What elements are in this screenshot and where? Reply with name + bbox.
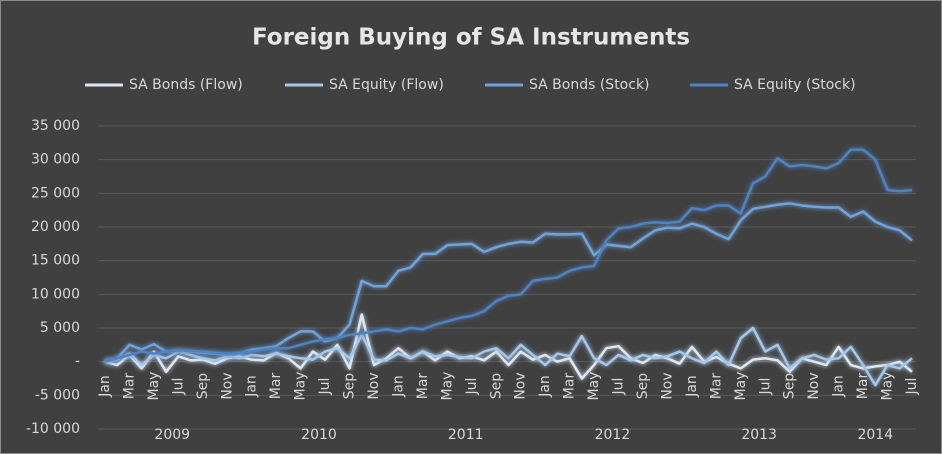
x-tick-label: Jul <box>464 378 480 396</box>
chart-title: Foreign Buying of SA Instruments <box>252 25 690 51</box>
x-tick-label: Sep <box>635 373 651 400</box>
x-tick-label: Jul <box>611 378 627 396</box>
x-tick-label: Jan <box>831 375 847 398</box>
x-tick-label: Nov <box>513 372 529 399</box>
x-tick-label: Mar <box>121 373 137 400</box>
legend-label: SA Bonds (Stock) <box>529 77 650 93</box>
y-tick-label: -5 000 <box>35 387 80 403</box>
x-tick-label: Jul <box>170 378 186 396</box>
x-tick-label: Jul <box>904 378 920 396</box>
y-tick-label: - <box>75 354 80 370</box>
x-tick-label: Jan <box>244 375 260 398</box>
x-tick-label: Mar <box>562 373 578 400</box>
x-tick-label: May <box>439 372 455 401</box>
legend-label: SA Equity (Flow) <box>329 77 444 93</box>
x-tick-label: May <box>880 372 896 401</box>
x-tick-label: Mar <box>268 373 284 400</box>
x-tick-label: Sep <box>782 373 798 400</box>
x-tick-label: Jan <box>97 375 113 398</box>
x-tick-label: Jan <box>537 375 553 398</box>
x-tick-label: May <box>733 372 749 401</box>
x-tick-label: Sep <box>342 373 358 400</box>
y-tick-label: 15 000 <box>31 253 80 269</box>
x-tick-label: Sep <box>488 373 504 400</box>
y-tick-label: 20 000 <box>31 219 80 235</box>
x-tick-label: Jul <box>317 378 333 396</box>
x-tick-label: Mar <box>708 373 724 400</box>
x-group-label: 2010 <box>301 427 337 443</box>
x-tick-label: Jan <box>390 375 406 398</box>
x-tick-label: Mar <box>855 373 871 400</box>
x-group-label: 2012 <box>595 427 631 443</box>
y-tick-label: -10 000 <box>26 421 80 437</box>
x-tick-label: Nov <box>806 372 822 399</box>
y-tick-label: 30 000 <box>31 152 80 168</box>
x-tick-label: May <box>146 372 162 401</box>
x-tick-label: Nov <box>219 372 235 399</box>
series-line <box>104 313 913 380</box>
x-tick-label: Jan <box>684 375 700 398</box>
legend-label: SA Equity (Stock) <box>734 77 856 93</box>
x-group-label: 2011 <box>448 427 484 443</box>
legend-label: SA Bonds (Flow) <box>129 77 243 93</box>
series-line <box>104 148 913 363</box>
x-tick-label: Nov <box>366 372 382 399</box>
y-tick-label: 25 000 <box>31 185 80 201</box>
x-group-label: 2014 <box>857 427 893 443</box>
x-group-label: 2013 <box>741 427 777 443</box>
y-tick-label: 10 000 <box>31 286 80 302</box>
y-tick-label: 5 000 <box>40 320 80 336</box>
x-tick-label: Sep <box>195 373 211 400</box>
y-tick-label: 35 000 <box>31 118 80 134</box>
x-tick-label: Nov <box>659 372 675 399</box>
x-group-label: 2009 <box>154 427 190 443</box>
x-tick-label: Mar <box>415 373 431 400</box>
x-tick-label: Jul <box>757 378 773 396</box>
series-line <box>104 326 913 387</box>
x-tick-label: May <box>293 372 309 401</box>
x-tick-label: May <box>586 372 602 401</box>
